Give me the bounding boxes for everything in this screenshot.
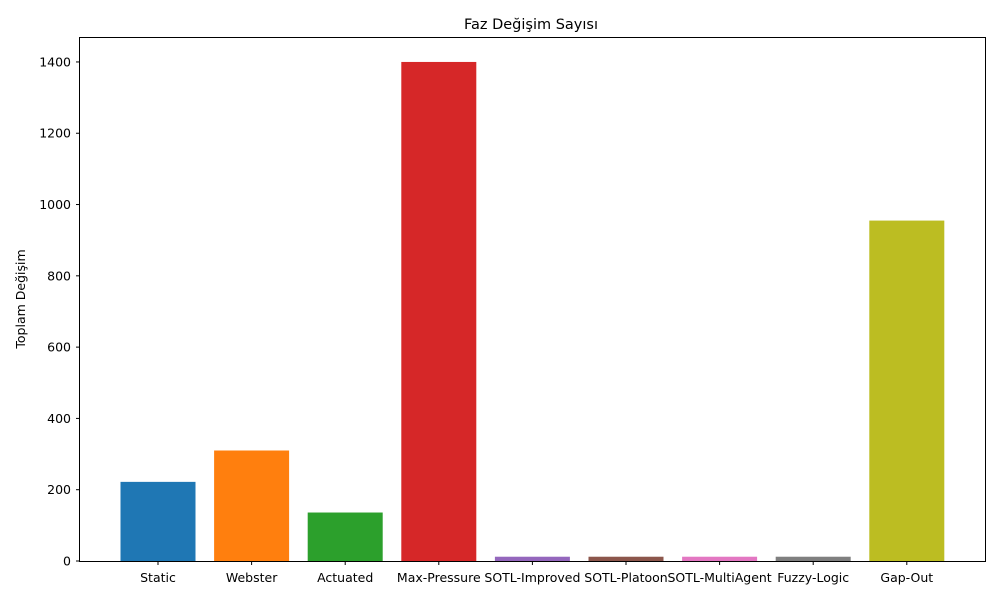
x-tick-label: SOTL-MultiAgent — [667, 570, 771, 585]
bar-max-pressure — [401, 61, 477, 561]
bar-gap-out — [869, 220, 945, 561]
bar-fuzzy-logic — [775, 556, 851, 561]
y-tick-label: 1200 — [39, 126, 71, 141]
y-tick-label: 800 — [47, 268, 71, 283]
y-axis: 0 200 400 600 800 1000 1200 1400 — [39, 54, 80, 569]
x-tick-label: Gap-Out — [880, 570, 933, 585]
y-tick-label: 1400 — [39, 54, 71, 69]
y-tick-label: 200 — [47, 482, 71, 497]
bar-sotl-improved — [494, 556, 570, 561]
x-tick-label: Max-Pressure — [397, 570, 481, 585]
x-tick-label: Static — [140, 570, 176, 585]
y-tick-label: 1000 — [39, 197, 71, 212]
chart-title: Faz Değişim Sayısı — [464, 17, 598, 33]
x-tick-label: SOTL-Improved — [484, 570, 580, 585]
bar-sotl-multiagent — [682, 556, 758, 561]
bar-sotl-platoon — [588, 556, 664, 561]
y-tick-label: 400 — [47, 411, 71, 426]
y-axis-label: Toplam Değişim — [13, 249, 28, 349]
x-axis: Static Webster Actuated Max-Pressure SOTL-Im… — [140, 561, 933, 585]
x-tick-label: Webster — [226, 570, 278, 585]
bars-group — [120, 61, 945, 561]
bar-webster — [214, 450, 290, 561]
x-tick-label: SOTL-Platoon — [584, 570, 667, 585]
bar-actuated — [307, 512, 383, 561]
y-tick-label: 0 — [63, 554, 71, 569]
bar-static — [120, 481, 196, 561]
y-tick-label: 600 — [47, 340, 71, 355]
x-tick-label: Actuated — [317, 570, 373, 585]
plot-frame — [79, 37, 986, 562]
x-tick-label: Fuzzy-Logic — [777, 570, 849, 585]
